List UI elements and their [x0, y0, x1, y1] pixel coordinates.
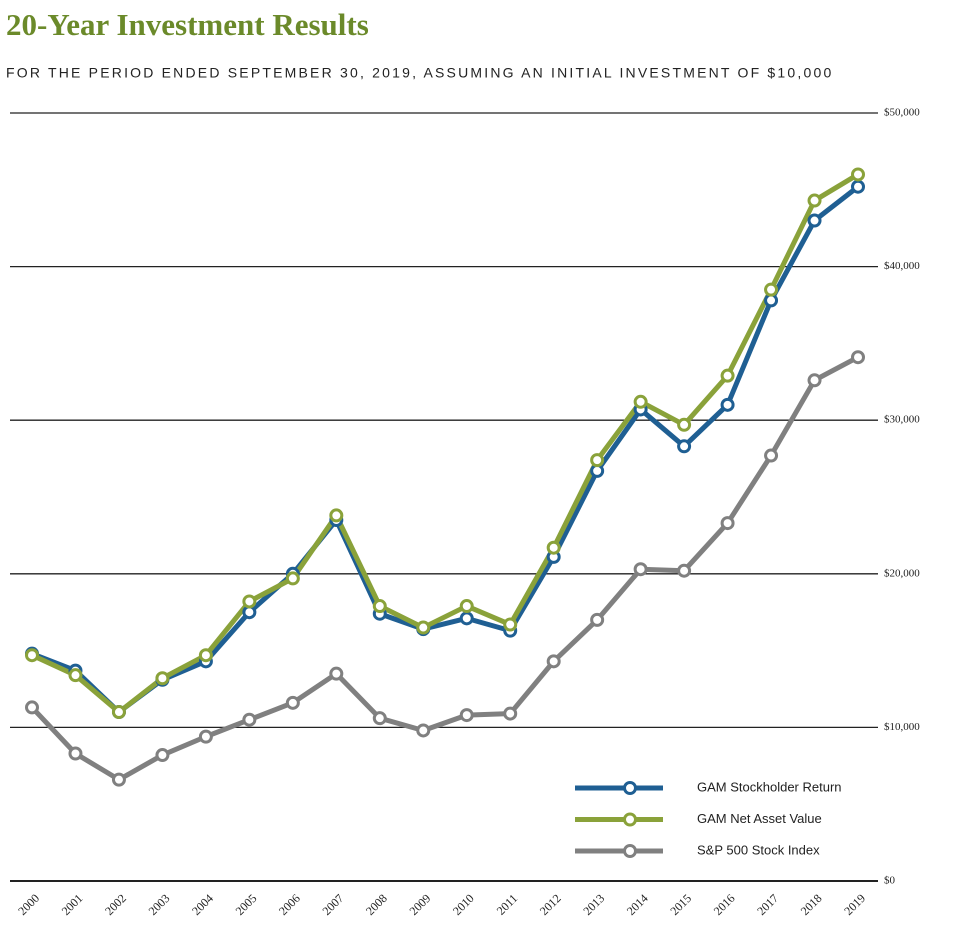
point-marker	[503, 617, 518, 632]
x-tick-label: 2017	[754, 891, 781, 918]
point-marker	[720, 397, 735, 412]
point-marker	[25, 700, 39, 715]
point-marker	[590, 453, 605, 468]
x-tick-label: 2000	[15, 891, 42, 918]
series-line	[30, 355, 860, 783]
point-marker	[720, 516, 735, 531]
point-marker	[329, 508, 344, 523]
series-line	[31, 184, 860, 715]
point-marker	[416, 620, 431, 635]
point-marker	[68, 746, 83, 761]
series-line	[30, 172, 860, 715]
x-tick-label: 2011	[494, 891, 521, 918]
point-marker	[633, 562, 648, 577]
point-marker	[155, 671, 170, 686]
x-tick-label: 2002	[102, 891, 129, 918]
legend-label: GAM Stockholder Return	[697, 779, 842, 794]
x-tick-label: 2015	[667, 891, 694, 918]
point-marker	[111, 705, 126, 720]
legend-label: GAM Net Asset Value	[697, 811, 822, 826]
point-marker	[459, 599, 474, 614]
point-marker	[285, 571, 300, 586]
x-tick-label: 2016	[711, 891, 738, 918]
point-marker	[111, 772, 126, 787]
point-marker	[198, 729, 213, 744]
y-tick-label: $30,000	[884, 414, 920, 426]
x-tick-label: 2018	[798, 891, 825, 918]
x-tick-label: 2014	[624, 891, 651, 918]
point-marker	[459, 611, 474, 626]
point-marker	[720, 368, 735, 383]
x-tick-label: 2019	[841, 891, 868, 918]
y-tick-label: $10,000	[884, 721, 920, 733]
y-tick-label: $40,000	[884, 260, 920, 272]
point-marker	[242, 712, 257, 727]
point-marker	[198, 648, 213, 663]
chart-subtitle: FOR THE PERIOD ENDED SEPTEMBER 30, 2019,…	[6, 65, 833, 81]
point-marker	[546, 540, 561, 555]
point-marker	[807, 193, 822, 208]
point-marker	[416, 723, 431, 738]
point-marker	[764, 448, 779, 463]
legend-label: S&P 500 Stock Index	[697, 842, 820, 857]
x-tick-label: 2012	[537, 891, 564, 918]
point-marker	[677, 417, 692, 432]
x-tick-label: 2003	[146, 891, 173, 918]
point-marker	[285, 695, 300, 710]
x-tick-label: 2010	[450, 891, 477, 918]
y-tick-label: $50,000	[884, 107, 920, 119]
point-marker	[155, 748, 170, 763]
x-tick-label: 2001	[59, 891, 86, 918]
point-marker	[329, 666, 344, 681]
legend-marker	[623, 812, 637, 827]
point-marker	[459, 708, 474, 723]
point-marker	[677, 563, 692, 578]
point-marker	[503, 706, 518, 721]
x-tick-label: 2005	[233, 891, 260, 918]
point-marker	[633, 394, 648, 409]
point-marker	[851, 167, 865, 182]
chart-title: 20-Year Investment Results	[6, 7, 369, 42]
y-tick-label: $20,000	[884, 567, 920, 579]
point-marker	[372, 599, 387, 614]
legend-marker	[623, 844, 637, 858]
point-marker	[677, 439, 692, 454]
point-marker	[764, 282, 779, 297]
x-tick-label: 2008	[363, 891, 390, 918]
x-tick-label: 2006	[276, 891, 303, 918]
x-tick-label: 2007	[320, 891, 347, 918]
point-marker	[851, 350, 865, 365]
point-marker	[242, 594, 257, 609]
x-tick-label: 2009	[406, 891, 433, 918]
y-tick-label: $0	[884, 875, 896, 887]
point-marker	[546, 654, 561, 669]
legend-marker	[623, 781, 637, 795]
point-marker	[851, 179, 865, 194]
point-marker	[68, 668, 83, 683]
point-marker	[25, 648, 39, 663]
point-marker	[807, 373, 822, 388]
x-tick-label: 2004	[189, 891, 216, 918]
point-marker	[807, 213, 822, 228]
x-tick-label: 2013	[580, 891, 607, 918]
point-marker	[372, 711, 387, 726]
point-marker	[590, 612, 605, 627]
